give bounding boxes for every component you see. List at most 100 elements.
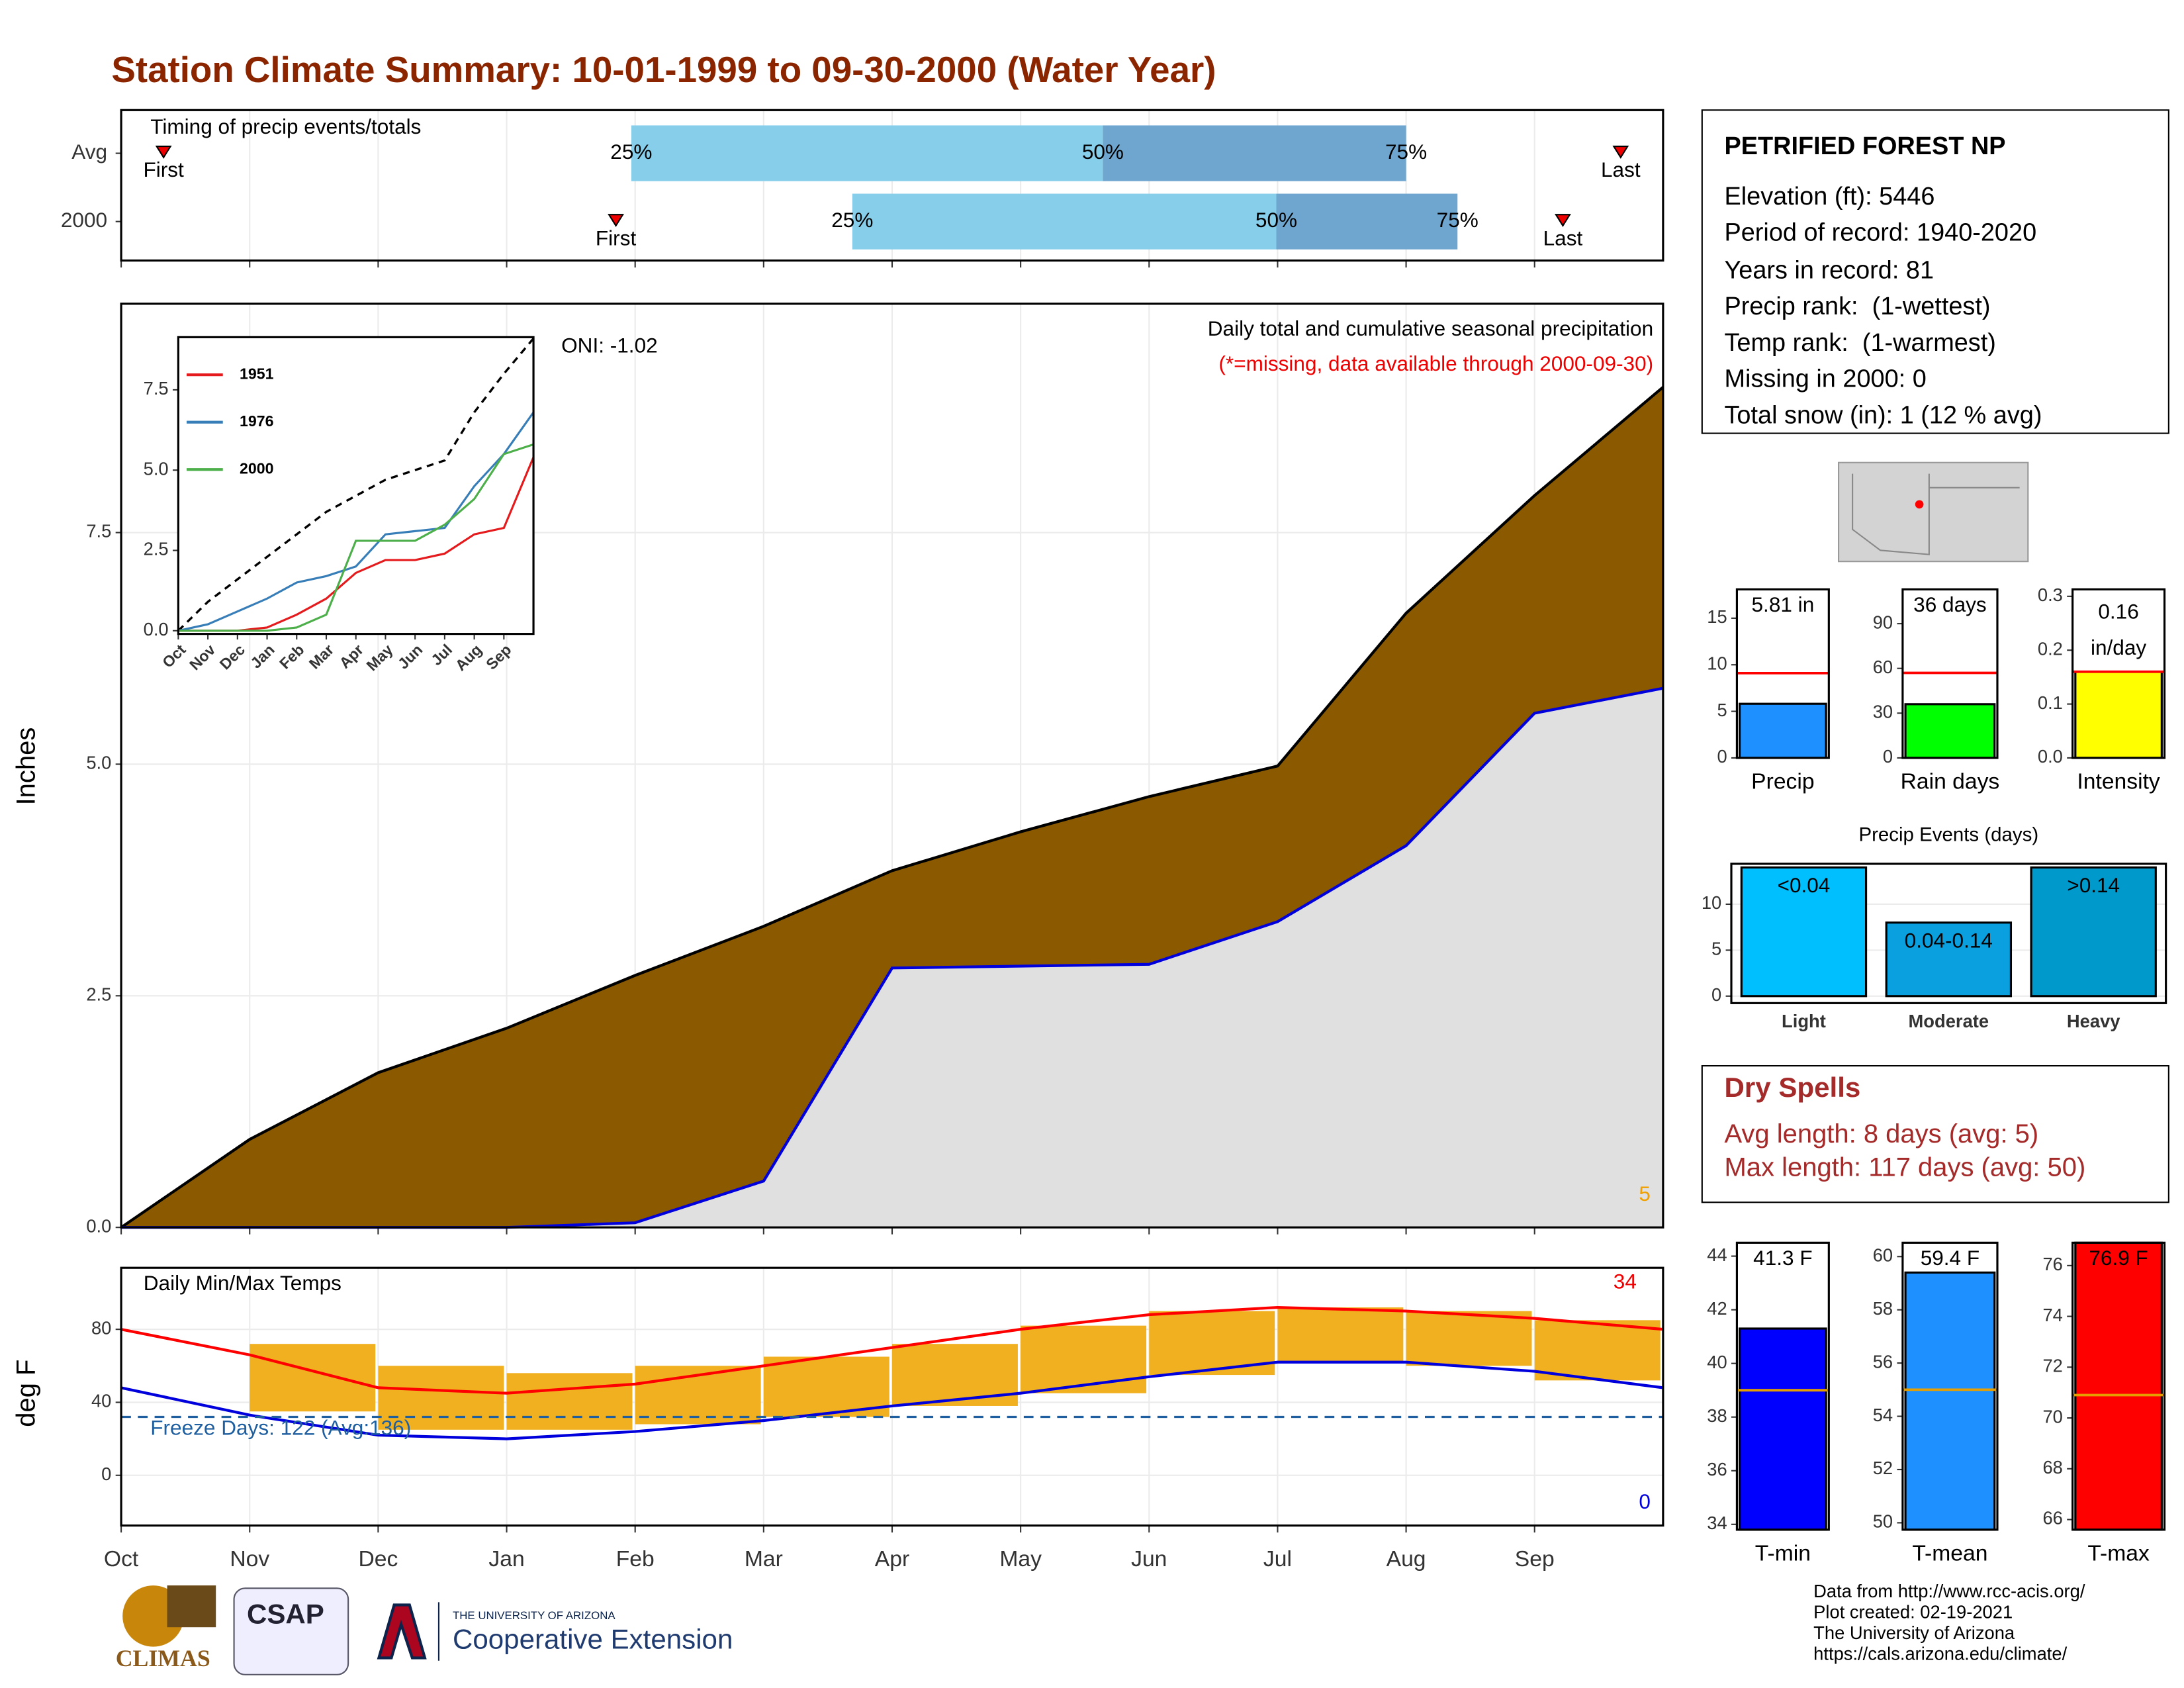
bar: [2074, 1241, 2163, 1531]
y-axis-label: Inches: [12, 727, 41, 806]
logo-text: THE UNIVERSITY OF ARIZONA: [453, 1609, 615, 1622]
x-tick-label: Dec: [358, 1547, 398, 1571]
logos: CLIMAS CSAP THE UNIVERSITY OF ARIZONA Co…: [116, 1585, 733, 1675]
x-tick-label: Feb: [276, 641, 307, 672]
observed-range: [1021, 1325, 1147, 1393]
series-line: [178, 411, 535, 632]
y-tick-label: 44: [1707, 1244, 1727, 1265]
x-tick-label: Moderate: [1909, 1011, 1989, 1031]
x-tick-label: Sep: [1515, 1547, 1555, 1571]
row-label: Avg: [71, 140, 107, 164]
marker-label: First: [144, 158, 185, 181]
y-tick-label: 76: [2042, 1254, 2062, 1274]
y-tick-label: 74: [2042, 1305, 2062, 1325]
x-tick-label: Jul: [428, 641, 455, 669]
panel-title: Timing of precip events/totals: [150, 115, 421, 138]
x-tick-label: May: [999, 1547, 1042, 1571]
y-tick-label: 10: [1707, 653, 1727, 673]
plot-frame: [1735, 588, 1830, 759]
y-tick-label: 80: [91, 1317, 111, 1338]
x-tick-label: Aug: [452, 641, 485, 674]
y-tick-label: 0: [1711, 984, 1721, 1005]
quartile-bar: [852, 193, 1277, 250]
inset-bg: [178, 337, 534, 634]
quartile-label: 50%: [1255, 208, 1297, 232]
y-tick-label: 50: [1873, 1511, 1893, 1532]
y-tick-label: 7.5: [144, 378, 169, 399]
y-tick-label: 60: [1873, 1244, 1893, 1265]
plot-frame: [120, 303, 1664, 1229]
station-name: PETRIFIED FOREST NP: [1724, 132, 2005, 160]
value-label: 5.81 in: [1752, 592, 1815, 616]
plot-frame: [1730, 863, 2167, 1004]
plot-frame: [2071, 1241, 2166, 1531]
bar: [1904, 1271, 1996, 1531]
x-tick-label: Mar: [306, 641, 337, 672]
plot-frame: [2071, 588, 2166, 759]
station-line: Missing in 2000: 0: [1724, 365, 1926, 393]
y-tick-label: 2.5: [86, 984, 111, 1005]
value-label: 36 days: [1913, 592, 1987, 616]
logo-text: CSAP: [247, 1598, 324, 1629]
x-tick-label: May: [363, 641, 396, 674]
chart-title: Daily Min/Max Temps: [144, 1271, 341, 1295]
y-tick-label: 5.0: [86, 753, 111, 773]
x-tick-label: Jun: [394, 641, 426, 672]
footer-line: Plot created: 02-19-2021: [1813, 1601, 2013, 1622]
y-tick-label: 42: [1707, 1298, 1727, 1319]
x-tick-label: Rain days: [1901, 770, 2000, 794]
y-tick-label: 90: [1873, 612, 1893, 632]
freeze-label: Freeze Days: 122 (Avg:136): [150, 1416, 411, 1440]
legend-label: 1976: [240, 412, 274, 430]
y-tick-label: 56: [1873, 1351, 1893, 1372]
dry-spells-box: [1701, 1064, 2169, 1203]
station-line: Precip rank: (1-wettest): [1724, 293, 1990, 320]
station-line: Temp rank: (1-warmest): [1724, 329, 1995, 357]
bar: [1739, 1327, 1827, 1531]
plot-frame: [1901, 588, 1999, 759]
average-line: [177, 338, 535, 632]
average-line: [120, 386, 1664, 1229]
station-line: Period of record: 1940-2020: [1724, 219, 2036, 247]
bar: [1904, 703, 1996, 759]
y-tick-label: 0.0: [86, 1215, 111, 1236]
marker-label: First: [596, 226, 637, 250]
footer-line: The University of Arizona: [1813, 1622, 2015, 1643]
y-tick-label: 70: [2042, 1406, 2062, 1427]
legend-label: 1951: [240, 365, 274, 382]
x-tick-label: Jul: [1263, 1547, 1292, 1571]
observed-range: [506, 1373, 633, 1430]
observed-range: [1277, 1307, 1404, 1362]
x-tick-label: T-min: [1755, 1542, 1811, 1566]
x-tick-label: Jan: [247, 641, 278, 672]
season-area: [121, 688, 1663, 1228]
y-tick-label: 10: [1702, 892, 1721, 913]
footer-line: https://cals.arizona.edu/climate/: [1813, 1644, 2067, 1664]
x-tick-label: Jan: [488, 1547, 524, 1571]
plot-frame: [1735, 1241, 1830, 1531]
x-tick-label: Nov: [230, 1547, 269, 1571]
plot-frame: [120, 109, 1664, 262]
bar: [2074, 671, 2163, 759]
y-tick-label: 66: [2042, 1508, 2062, 1528]
y-tick-label: 2.5: [144, 539, 169, 559]
y-tick-label: 0: [1717, 746, 1727, 767]
y-tick-label: 40: [91, 1391, 111, 1411]
marker-label: Last: [1543, 226, 1583, 250]
x-tick-label: Oct: [104, 1547, 139, 1571]
x-tick-label: Oct: [159, 641, 189, 671]
plot-frame: [1901, 1241, 1999, 1531]
y-tick-label: 0.1: [2038, 692, 2063, 713]
y-tick-label: 0.0: [2038, 746, 2063, 767]
y-tick-label: 30: [1873, 702, 1893, 722]
quartile-bar: [631, 125, 1103, 181]
chart-title: Precip Events (days): [1858, 824, 2038, 846]
y-tick-label: 36: [1707, 1459, 1727, 1479]
plot-frame: [177, 336, 535, 635]
x-tick-label: Jun: [1131, 1547, 1167, 1571]
max-count: 34: [1614, 1270, 1637, 1293]
station-box: [1701, 109, 2169, 434]
y-tick-label: 0.0: [144, 619, 169, 639]
